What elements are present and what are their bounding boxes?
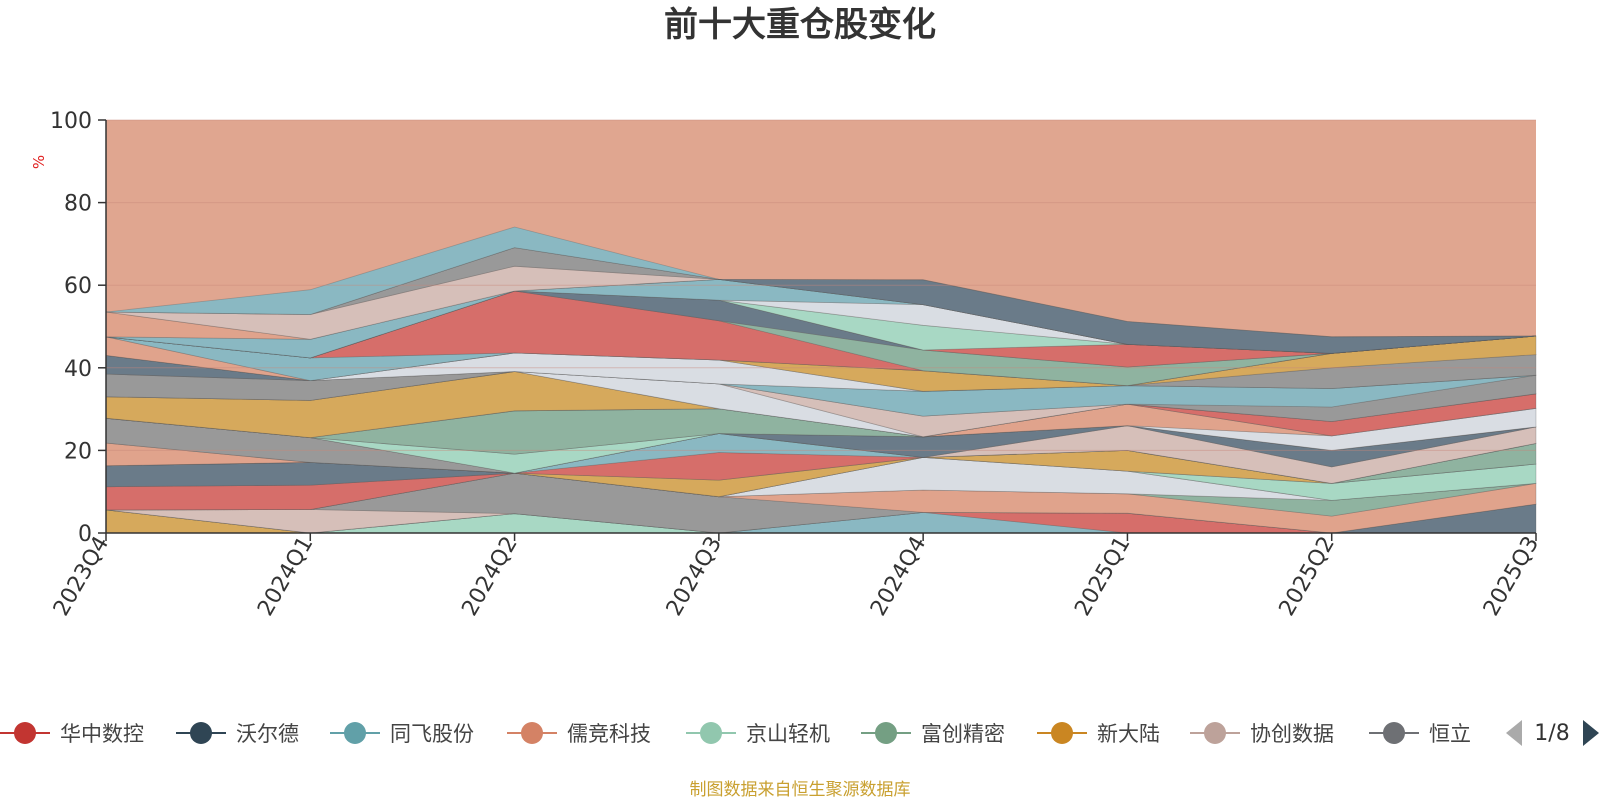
y-tick-label-80: 80 [64,192,92,217]
area-layers [105,120,1537,534]
x-tick-label-2025Q1: 2025Q1 [1070,532,1135,620]
legend: 华中数控 沃尔德 同飞股份 儒竞科技 京山轻机 富创精密 新大陆 协创数据 恒立 [0,722,1471,746]
legend-marker-icon [1051,722,1073,744]
y-tick-label-40: 40 [64,357,92,382]
legend-label: 富创精密 [921,722,1005,746]
y-tick-labels: 0 20 40 60 80 100 [50,109,106,547]
legend-item-6[interactable]: 富创精密 [861,722,1005,746]
legend-item-9[interactable]: 恒立 [1369,722,1471,746]
chart-title: 前十大重仓股变化 [664,5,936,45]
area-series-35 [105,352,1537,392]
legend-marker-icon [700,722,722,744]
legend-item-1[interactable]: 华中数控 [0,722,144,746]
legend-label: 协创数据 [1250,722,1334,746]
area-series-36 [105,335,1537,392]
x-tick-labels: 2023Q4 2024Q1 2024Q2 2024Q3 2024Q4 2025Q1 2025… [49,532,1544,620]
grid-lines [106,119,1536,451]
x-tick-label-2025Q2: 2025Q2 [1275,532,1340,620]
y-tick-label-0: 0 [78,522,92,547]
legend-marker-icon [875,722,897,744]
legend-marker-icon [1383,722,1405,744]
legend-page-indicator: 1/8 [1534,721,1569,746]
axes [105,120,1536,534]
x-tick-label-2024Q4: 2024Q4 [866,532,931,620]
x-tick-label-2024Q3: 2024Q3 [662,532,727,620]
legend-label: 同飞股份 [390,722,474,746]
area-series-51 [105,226,1537,338]
x-tick-label-2024Q1: 2024Q1 [253,532,318,620]
legend-marker-icon [1204,722,1226,744]
legend-item-2[interactable]: 沃尔德 [176,722,299,746]
legend-prev-page-icon[interactable] [1506,720,1522,746]
legend-marker-icon [190,722,212,744]
legend-marker-icon [344,722,366,744]
legend-item-4[interactable]: 儒竞科技 [507,722,651,746]
legend-marker-icon [521,722,543,744]
legend-label: 沃尔德 [236,722,299,746]
x-tick-label-2024Q2: 2024Q2 [457,532,522,620]
legend-next-page-icon[interactable] [1583,720,1599,746]
legend-label: 儒竞科技 [567,722,651,746]
legend-item-7[interactable]: 新大陆 [1037,722,1160,746]
legend-pager: 1/8 [1506,720,1599,746]
legend-label: 京山轻机 [746,722,830,746]
legend-label: 新大陆 [1097,722,1160,746]
y-tick-label-20: 20 [64,439,92,464]
y-tick-label-60: 60 [64,274,92,299]
legend-label: 华中数控 [60,722,144,746]
legend-item-8[interactable]: 协创数据 [1190,722,1334,746]
y-axis-unit: % [30,155,48,169]
legend-item-3[interactable]: 同飞股份 [330,722,474,746]
y-tick-label-100: 100 [50,109,92,134]
x-tick-label-2025Q3: 2025Q3 [1479,532,1544,620]
legend-label: 恒立 [1429,722,1471,746]
source-note: 制图数据来自恒生聚源数据库 [690,780,911,800]
area-series-31 [105,371,1537,422]
legend-item-5[interactable]: 京山轻机 [686,722,830,746]
legend-marker-icon [14,722,36,744]
